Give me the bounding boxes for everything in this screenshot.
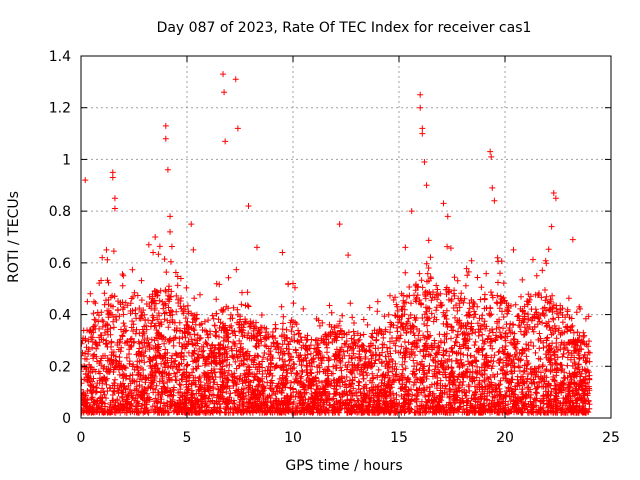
data-point	[510, 246, 517, 253]
x-axis-label: GPS time / hours	[285, 458, 402, 474]
data-point	[408, 208, 415, 215]
data-point	[444, 213, 451, 220]
plot-frame	[80, 55, 612, 419]
data-point	[245, 202, 252, 209]
gridlines	[81, 56, 611, 418]
y-tick-label: 0.6	[49, 256, 71, 272]
y-axis-label: ROTI / TECUs	[6, 191, 22, 283]
x-tick-label: 20	[496, 430, 514, 446]
data-point	[145, 241, 152, 248]
data-point	[488, 153, 495, 160]
data-point	[221, 89, 228, 96]
data-point	[487, 148, 494, 155]
data-point	[345, 252, 352, 259]
data-point	[111, 195, 118, 202]
data-point	[423, 182, 430, 189]
data-point	[150, 249, 157, 256]
y-tick-label: 0	[62, 411, 71, 427]
data-point	[111, 205, 118, 212]
data-point	[417, 91, 424, 98]
data-point	[421, 159, 428, 166]
data-point	[99, 254, 106, 261]
data-point	[190, 246, 197, 253]
data-point	[222, 138, 229, 145]
data-point	[253, 244, 260, 251]
data-point	[569, 236, 576, 243]
y-tick-label: 0.8	[49, 204, 71, 220]
chart-title: Day 087 of 2023, Rate Of TEC Index for r…	[157, 20, 532, 36]
data-point	[290, 280, 296, 287]
y-tick-label: 1	[62, 152, 71, 168]
data-point	[402, 244, 409, 251]
data-point	[84, 298, 91, 305]
data-point	[164, 166, 171, 173]
data-point	[552, 195, 559, 202]
data-point	[336, 221, 343, 228]
data-point	[167, 213, 174, 220]
x-tick-label: 25	[602, 430, 620, 446]
x-tick-label: 10	[284, 430, 302, 446]
data-point	[374, 298, 381, 305]
data-point	[120, 272, 127, 279]
data-point	[82, 177, 89, 184]
dense-point-cloud	[81, 237, 593, 416]
data-point	[419, 125, 426, 132]
data-point	[232, 76, 239, 83]
data-point	[489, 184, 496, 191]
data-point	[417, 104, 424, 111]
y-tick-label: 0.4	[49, 308, 71, 324]
data-point	[188, 221, 195, 228]
y-tick-label: 1.2	[49, 101, 71, 117]
y-tick-label: 1.4	[49, 49, 71, 65]
x-tick-label: 0	[77, 430, 86, 446]
data-point	[109, 169, 116, 176]
data-point	[220, 71, 227, 78]
data-point	[167, 228, 174, 235]
data-point	[550, 190, 557, 197]
axis-ticks: 0 5 10 15 20 25 0 0.2 0.4 0.6 0.8 1 1.2 1.4	[49, 49, 620, 446]
data-point	[152, 234, 159, 240]
data-point	[234, 125, 241, 132]
data-point	[548, 223, 555, 230]
data-points	[81, 71, 593, 416]
x-tick-label: 5	[183, 430, 192, 446]
data-point	[103, 246, 110, 253]
data-point	[491, 197, 498, 204]
data-point	[162, 135, 169, 142]
data-point	[162, 122, 169, 129]
x-tick-label: 15	[390, 430, 408, 446]
y-tick-label: 0.2	[49, 359, 71, 375]
data-point	[279, 249, 286, 256]
data-point	[576, 303, 583, 310]
data-point	[419, 130, 426, 137]
data-point	[109, 174, 116, 181]
data-point	[440, 200, 447, 207]
